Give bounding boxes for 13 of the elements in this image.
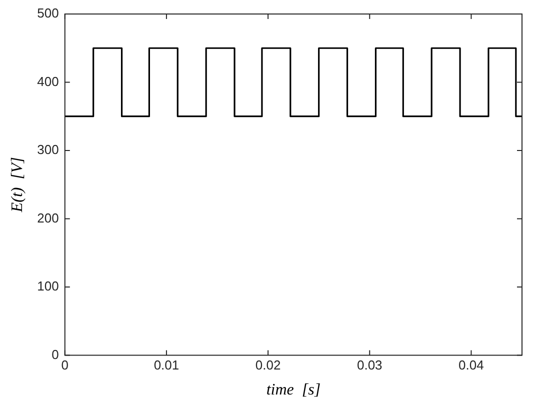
x-tick-label: 0.04 xyxy=(458,358,484,373)
y-tick-label: 100 xyxy=(37,278,59,294)
y-axis-title: E(t) [V] xyxy=(8,157,26,214)
y-tick-label: 0 xyxy=(52,346,59,362)
x-tick-label: 0.01 xyxy=(154,358,180,373)
y-tick-label: 400 xyxy=(37,74,59,89)
x-tick-label: 0 xyxy=(61,358,69,373)
x-axis-title: time [s] xyxy=(266,382,321,399)
x-tick-label: 0.02 xyxy=(255,358,281,373)
y-tick-label: 200 xyxy=(37,210,59,226)
x-tick-label: 0.03 xyxy=(356,358,382,373)
y-tick-label: 300 xyxy=(37,142,59,158)
y-tick-label: 500 xyxy=(37,6,59,21)
